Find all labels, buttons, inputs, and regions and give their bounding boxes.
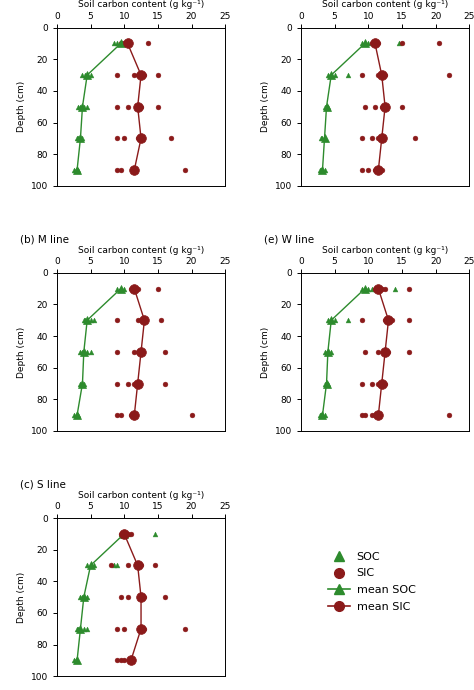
Y-axis label: Depth (cm): Depth (cm) bbox=[262, 81, 271, 132]
X-axis label: Soil carbon content (g kg⁻¹): Soil carbon content (g kg⁻¹) bbox=[322, 1, 448, 10]
Text: (c) S line: (c) S line bbox=[20, 480, 66, 489]
Y-axis label: Depth (cm): Depth (cm) bbox=[18, 571, 27, 623]
Y-axis label: Depth (cm): Depth (cm) bbox=[262, 326, 271, 377]
Y-axis label: Depth (cm): Depth (cm) bbox=[18, 81, 27, 132]
Text: (b) M line: (b) M line bbox=[20, 235, 69, 244]
Text: (e) W line: (e) W line bbox=[264, 235, 314, 244]
Y-axis label: Depth (cm): Depth (cm) bbox=[18, 326, 27, 377]
Legend: SOC, SIC, mean SOC, mean SIC: SOC, SIC, mean SOC, mean SIC bbox=[323, 547, 420, 616]
X-axis label: Soil carbon content (g kg⁻¹): Soil carbon content (g kg⁻¹) bbox=[78, 1, 204, 10]
X-axis label: Soil carbon content (g kg⁻¹): Soil carbon content (g kg⁻¹) bbox=[78, 491, 204, 500]
X-axis label: Soil carbon content (g kg⁻¹): Soil carbon content (g kg⁻¹) bbox=[322, 246, 448, 255]
X-axis label: Soil carbon content (g kg⁻¹): Soil carbon content (g kg⁻¹) bbox=[78, 246, 204, 255]
